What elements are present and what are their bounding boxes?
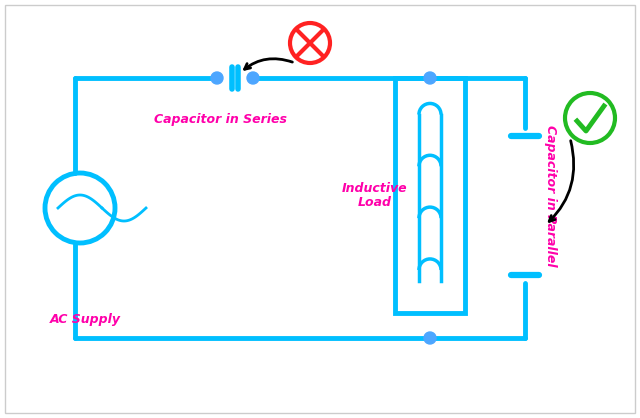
Circle shape xyxy=(424,332,436,344)
Text: Inductive
Load: Inductive Load xyxy=(342,181,408,209)
Circle shape xyxy=(247,72,259,84)
Text: Capacitor in Series: Capacitor in Series xyxy=(154,113,287,126)
Circle shape xyxy=(424,72,436,84)
Text: AC Supply: AC Supply xyxy=(49,313,120,326)
Bar xyxy=(395,78,465,313)
Circle shape xyxy=(211,72,223,84)
Text: Capacitor in Parallel: Capacitor in Parallel xyxy=(543,125,557,266)
